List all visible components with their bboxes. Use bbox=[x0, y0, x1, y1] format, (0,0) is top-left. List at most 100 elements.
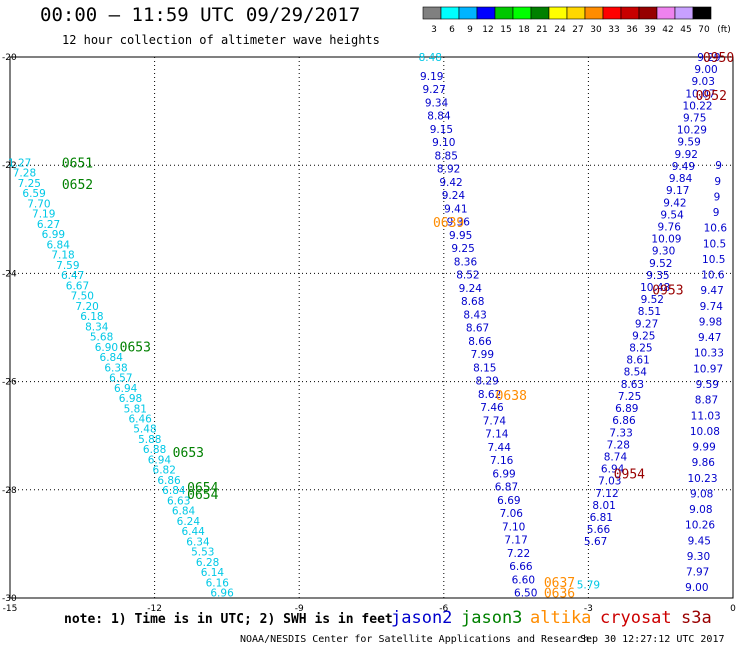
wave-height-value: 6.27 bbox=[37, 219, 60, 231]
pass-time-label: 0654 bbox=[187, 481, 218, 496]
colorbar-tick-label: 30 bbox=[590, 25, 602, 34]
wave-height-value: 7.17 bbox=[504, 535, 527, 547]
wave-height-value: 6.34 bbox=[186, 536, 210, 548]
wave-height-value: 8.25 bbox=[629, 343, 652, 355]
pass-time-label: 0636 bbox=[544, 587, 575, 602]
wave-height-value: 6.44 bbox=[181, 526, 205, 538]
units-note: note: 1) Time is in UTC; 2) SWH is in fe… bbox=[64, 612, 393, 627]
pass-time-label: 0954 bbox=[614, 468, 645, 483]
wave-height-value: 5.79 bbox=[577, 579, 600, 591]
wave-height-value: 5.67 bbox=[584, 536, 607, 548]
colorbar-tick-label: 45 bbox=[680, 25, 691, 34]
y-tick-label: -22 bbox=[2, 161, 17, 171]
wave-height-value: 5.81 bbox=[124, 403, 147, 415]
wave-height-value: 10.08 bbox=[690, 426, 720, 438]
wave-height-value: 6.60 bbox=[512, 574, 535, 586]
wave-height-value: 7.97 bbox=[686, 567, 709, 579]
colorbar-tick-label: 9 bbox=[467, 25, 473, 34]
wave-height-value: 7.03 bbox=[598, 476, 621, 488]
wave-height-value: 8.01 bbox=[592, 500, 615, 512]
wave-height-value: 6.28 bbox=[196, 557, 219, 569]
wave-height-value: 9.27 bbox=[422, 84, 445, 96]
wave-height-value: 9.03 bbox=[692, 76, 715, 88]
wave-height-value: 9.92 bbox=[675, 149, 698, 161]
wave-height-value: 5.53 bbox=[191, 547, 214, 559]
wave-height-value: 9.75 bbox=[683, 113, 706, 125]
wave-height-value: 9.36 bbox=[447, 217, 471, 229]
wave-height-value: 9.29 bbox=[697, 52, 720, 64]
wave-height-value: 6.67 bbox=[66, 280, 89, 292]
wave-height-value: 9.08 bbox=[689, 504, 712, 516]
wave-height-value: 5.88 bbox=[138, 434, 161, 446]
wave-height-value: 9.25 bbox=[451, 243, 474, 255]
colorbar-tick-label: 27 bbox=[572, 25, 583, 34]
wave-height-value: 6.69 bbox=[497, 495, 520, 507]
wave-height-value: 6.99 bbox=[42, 229, 65, 241]
wave-height-value: 6.38 bbox=[104, 362, 127, 374]
pass-time-label: 0950 bbox=[703, 51, 734, 66]
wave-height-value: 9.45 bbox=[688, 535, 711, 547]
colorbar-tick-label: 6 bbox=[449, 25, 455, 34]
wave-height-value: 8.54 bbox=[624, 367, 648, 379]
wave-height-value: 6.87 bbox=[495, 482, 518, 494]
wave-height-value: 7.70 bbox=[27, 198, 50, 210]
wave-height-value: 9.52 bbox=[649, 258, 672, 270]
legend-jason3: jason3 bbox=[461, 608, 523, 628]
wave-height-value: 9.42 bbox=[439, 177, 462, 189]
wave-height-value: 10.23 bbox=[687, 473, 717, 485]
wave-height-value: 10.26 bbox=[685, 520, 715, 532]
wave-height-value: 6.86 bbox=[612, 415, 636, 427]
legend-jason2: jason2 bbox=[391, 608, 453, 628]
colorbar-tick-label: 21 bbox=[536, 25, 547, 34]
wave-height-value: 7.25 bbox=[618, 391, 641, 403]
wave-height-value: 8.15 bbox=[473, 362, 496, 374]
colorbar-tick-label: 3 bbox=[431, 25, 437, 34]
wave-height-value: 6.94 bbox=[601, 464, 625, 476]
wave-height-value: 10.6 bbox=[704, 223, 728, 235]
wave-height-value: 8.61 bbox=[626, 355, 649, 367]
legend-s3a: s3a bbox=[681, 608, 712, 628]
wave-height-value: 7.12 bbox=[595, 488, 618, 500]
wave-height-value: 7.22 bbox=[507, 548, 530, 560]
wave-height-value: 9.00 bbox=[694, 64, 717, 76]
wave-height-value: 10.09 bbox=[651, 234, 681, 246]
wave-height-value: 9.19 bbox=[420, 71, 443, 83]
wave-height-value: 7.50 bbox=[71, 291, 94, 303]
wave-height-value: 9.34 bbox=[425, 97, 449, 109]
colorbar-tick-label: 70 bbox=[698, 25, 710, 34]
colorbar-tick-label: 33 bbox=[608, 25, 619, 34]
pass-time-label: 0639 bbox=[433, 216, 464, 231]
wave-height-value: 9.54 bbox=[660, 209, 684, 221]
wave-height-value: 7.16 bbox=[490, 455, 514, 467]
wave-height-value: 9.30 bbox=[687, 551, 710, 563]
colorbar-tick-label: 15 bbox=[500, 25, 511, 34]
y-tick-label: -28 bbox=[2, 486, 17, 496]
wave-height-value: 9.84 bbox=[669, 173, 693, 185]
y-tick-label: -30 bbox=[2, 594, 17, 604]
wave-height-value: 8.51 bbox=[638, 306, 661, 318]
wave-height-value: 9.15 bbox=[430, 124, 453, 136]
wave-height-value: 6.14 bbox=[201, 567, 225, 579]
wave-height-value: 9.42 bbox=[663, 197, 686, 209]
wave-height-value: 9.30 bbox=[652, 246, 675, 258]
wave-height-value: 1.27 bbox=[8, 157, 31, 169]
wave-height-value: 6.99 bbox=[492, 468, 515, 480]
wave-height-value: 6.57 bbox=[109, 373, 132, 385]
wave-height-value: 8.29 bbox=[475, 376, 498, 388]
colorbar-swatch bbox=[692, 6, 712, 20]
wave-height-value: 8.87 bbox=[695, 395, 718, 407]
wave-height-value: 5.48 bbox=[133, 424, 156, 436]
wave-height-value: 6.84 bbox=[162, 485, 186, 497]
wave-height-value: 7.28 bbox=[13, 168, 36, 180]
wave-height-value: 9.08 bbox=[690, 488, 713, 500]
wave-height-value: 8.48 bbox=[419, 52, 442, 64]
wave-height-value: 7.33 bbox=[609, 427, 632, 439]
wave-height-value: 8.36 bbox=[454, 256, 478, 268]
wave-height-value: 10.33 bbox=[694, 348, 724, 360]
wave-height-value: 6.94 bbox=[148, 454, 172, 466]
wave-height-value: 9.52 bbox=[641, 294, 664, 306]
chart-subtitle: 12 hour collection of altimeter wave hei… bbox=[62, 33, 380, 47]
wave-height-value: 9.47 bbox=[698, 332, 721, 344]
wave-height-value: 7.44 bbox=[488, 442, 512, 454]
